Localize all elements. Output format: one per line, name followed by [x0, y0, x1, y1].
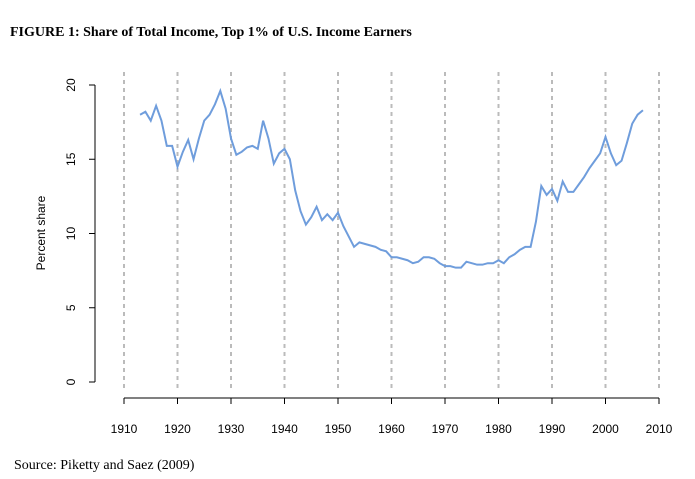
- x-tick-label: 1960: [378, 422, 405, 436]
- data-line: [139, 87, 644, 269]
- x-tick-label: 1930: [218, 422, 245, 436]
- x-tick-label: 1940: [271, 422, 298, 436]
- source-note: Source: Piketty and Saez (2009): [14, 458, 195, 473]
- x-tick-label: 1990: [539, 422, 566, 436]
- x-tick-label: 1970: [432, 422, 459, 436]
- x-tick-label: 2000: [592, 422, 619, 436]
- y-tick-label: 20: [64, 78, 78, 92]
- x-tick-label: 1980: [485, 422, 512, 436]
- x-tick-label: 1910: [111, 422, 138, 436]
- y-axis-label: Percent share: [34, 195, 48, 270]
- y-tick-label: 5: [64, 304, 78, 311]
- x-tick-label: 2010: [646, 422, 673, 436]
- x-tick-label: 1920: [164, 422, 191, 436]
- x-tick-label: 1950: [325, 422, 352, 436]
- y-tick-label: 15: [64, 152, 78, 166]
- chart-title: FIGURE 1: Share of Total Income, Top 1% …: [10, 25, 412, 40]
- y-tick-label: 0: [64, 378, 78, 385]
- y-tick-label: 10: [64, 227, 78, 241]
